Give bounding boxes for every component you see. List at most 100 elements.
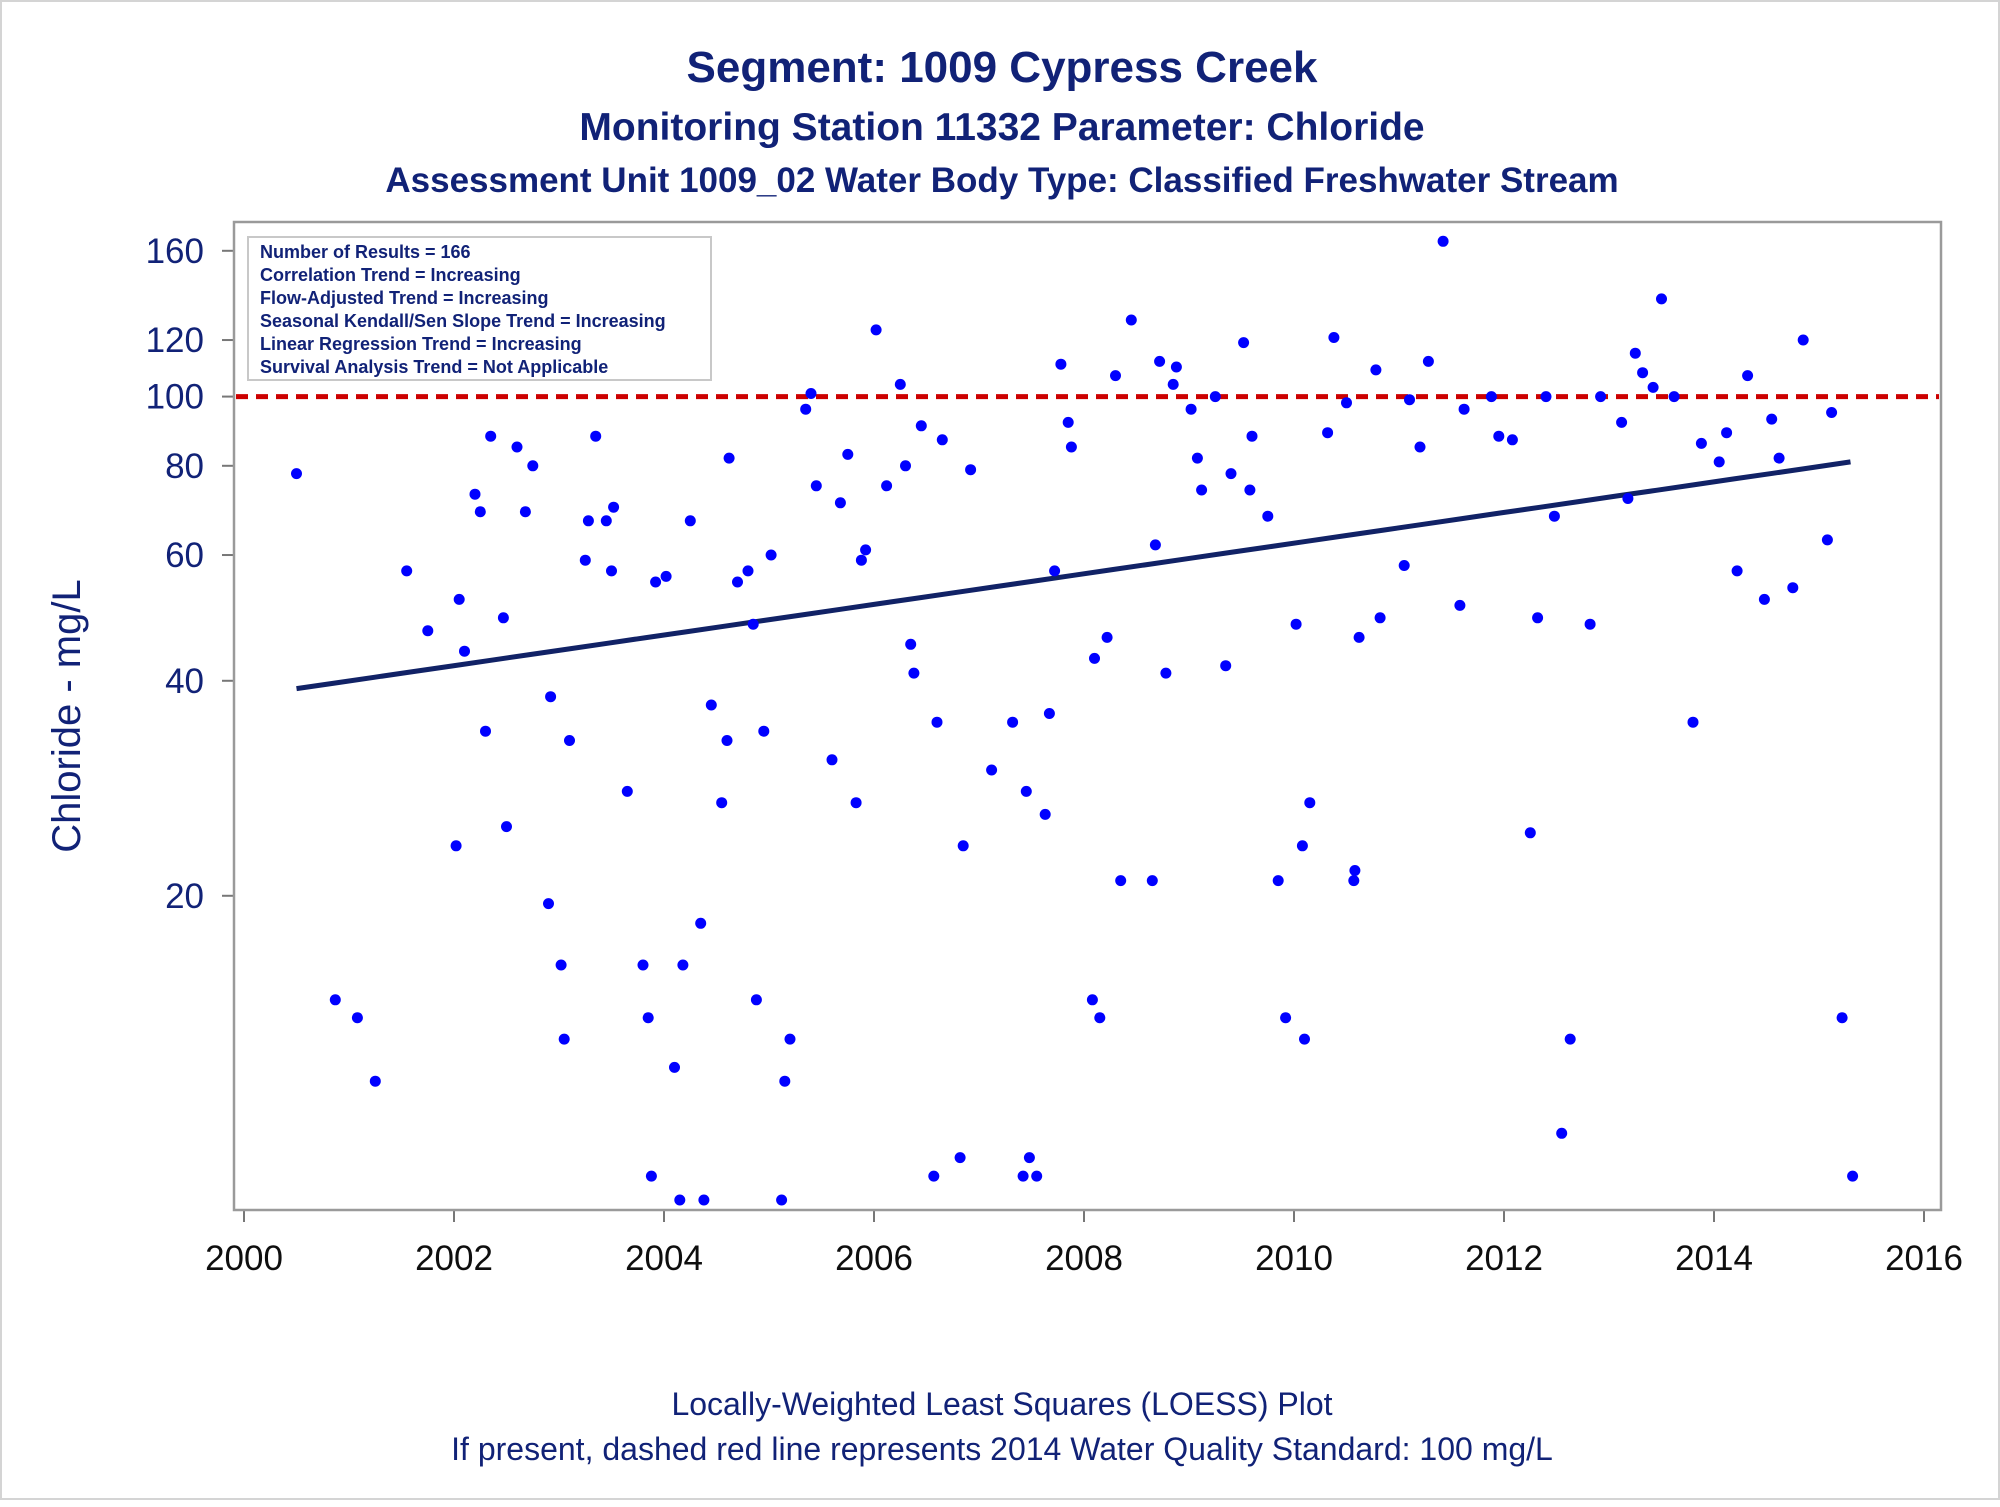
- data-point: [1532, 612, 1544, 624]
- data-point: [1110, 370, 1121, 382]
- data-point: [742, 565, 754, 577]
- x-tick-label: 2014: [1675, 1239, 1753, 1278]
- data-point: [1766, 413, 1778, 425]
- data-point: [1328, 332, 1340, 343]
- y-tick-label: 40: [165, 662, 204, 701]
- data-point: [1272, 875, 1284, 887]
- data-point: [957, 840, 969, 852]
- data-point: [1238, 337, 1250, 349]
- data-point: [1196, 484, 1208, 496]
- data-point: [758, 725, 770, 737]
- footnote-standard: If present, dashed red line represents 2…: [451, 1431, 1553, 1467]
- data-point: [329, 994, 341, 1006]
- data-point: [908, 667, 920, 679]
- data-point: [855, 554, 867, 566]
- data-point: [401, 565, 413, 577]
- data-point: [1031, 1170, 1043, 1182]
- data-point: [1458, 403, 1470, 415]
- data-point: [1629, 347, 1641, 359]
- data-point: [527, 460, 539, 472]
- y-tick-label: 60: [165, 536, 204, 575]
- data-point: [1374, 612, 1386, 624]
- data-point: [1656, 293, 1667, 305]
- data-point: [1826, 407, 1838, 418]
- data-point: [1055, 358, 1067, 370]
- data-point: [721, 735, 733, 746]
- data-point: [1353, 631, 1365, 643]
- data-point: [1023, 1152, 1035, 1164]
- data-point: [1524, 827, 1536, 839]
- data-point: [1637, 367, 1649, 379]
- data-point: [1622, 493, 1634, 504]
- data-point: [669, 1061, 680, 1073]
- x-tick-label: 2010: [1255, 1239, 1333, 1278]
- y-tick-label: 120: [146, 321, 204, 360]
- data-point: [660, 570, 672, 582]
- data-point: [291, 468, 302, 480]
- data-point: [1017, 1170, 1029, 1182]
- chart-subtitle: Monitoring Station 11332 Parameter: Chlo…: [579, 106, 1424, 149]
- data-point: [1437, 235, 1449, 247]
- data-point: [1154, 355, 1166, 367]
- data-point: [555, 959, 567, 971]
- data-point: [1160, 667, 1172, 679]
- data-point: [1185, 403, 1197, 415]
- data-point: [369, 1075, 381, 1087]
- data-point: [459, 645, 470, 657]
- y-tick-label: 100: [146, 378, 204, 417]
- plot-frame: [232, 220, 1943, 1212]
- data-point: [1454, 599, 1466, 611]
- data-point: [695, 917, 707, 929]
- data-point: [931, 716, 943, 728]
- data-point: [1020, 785, 1032, 797]
- x-tick-label: 2008: [1045, 1239, 1123, 1278]
- data-point: [1556, 1127, 1568, 1139]
- data-point: [1290, 618, 1302, 630]
- chart-title: Segment: 1009 Cypress Creek: [687, 43, 1319, 92]
- trend-summary-line: Correlation Trend = Increasing: [260, 265, 521, 285]
- data-point: [1304, 797, 1316, 809]
- data-point: [776, 1194, 788, 1206]
- data-point: [1595, 391, 1607, 403]
- data-point: [1668, 391, 1680, 403]
- data-point: [642, 1012, 654, 1024]
- data-point: [1797, 334, 1809, 346]
- data-point: [1062, 416, 1074, 428]
- trend-summary-line: Flow-Adjusted Trend = Increasing: [260, 288, 549, 308]
- data-point: [810, 480, 822, 492]
- data-point: [928, 1170, 940, 1182]
- data-point: [842, 448, 854, 460]
- data-point: [1721, 427, 1733, 439]
- data-point: [511, 441, 523, 453]
- data-point: [1713, 456, 1725, 468]
- data-point: [834, 497, 846, 509]
- data-point: [1262, 510, 1274, 522]
- data-point: [1125, 314, 1137, 326]
- data-point: [422, 625, 434, 637]
- data-point: [1244, 484, 1256, 496]
- data-point: [1404, 394, 1415, 406]
- trend-summary-line: Survival Analysis Trend = Not Applicable: [260, 357, 608, 377]
- data-point: [698, 1194, 710, 1206]
- data-point: [519, 506, 531, 518]
- data-point: [986, 764, 998, 776]
- data-point: [1836, 1012, 1848, 1024]
- data-point: [1149, 539, 1161, 551]
- data-point: [723, 452, 735, 464]
- data-point: [1039, 808, 1051, 820]
- data-point: [1322, 427, 1334, 439]
- data-point: [480, 725, 491, 737]
- data-point: [1414, 441, 1426, 453]
- y-tick-label: 160: [146, 232, 204, 271]
- data-point: [469, 488, 481, 500]
- data-point: [1564, 1033, 1576, 1045]
- data-point: [965, 464, 977, 476]
- data-point: [1101, 631, 1113, 643]
- x-tick-label: 2012: [1465, 1239, 1543, 1278]
- data-point: [351, 1012, 363, 1024]
- data-point: [1191, 452, 1203, 464]
- data-point: [1146, 875, 1158, 887]
- data-point: [564, 735, 575, 746]
- data-point: [1370, 364, 1382, 376]
- data-point: [779, 1075, 791, 1087]
